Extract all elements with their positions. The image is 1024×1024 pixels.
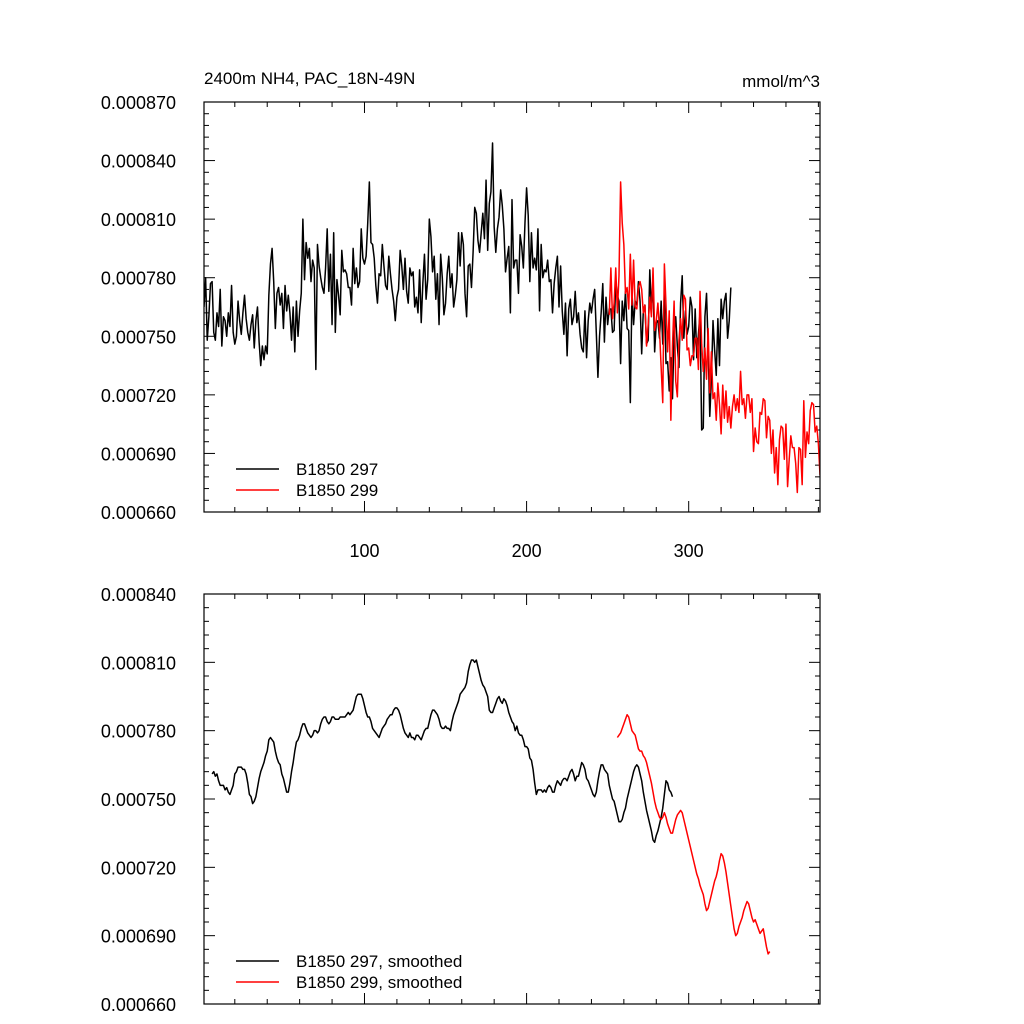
panel-bottom-smoothed: 0.000660 0.000690 0.000720 0.000750 0.000780… bbox=[101, 585, 821, 1015]
y-tick-label: 0.000780 bbox=[101, 722, 176, 742]
legend: B1850 297 B1850 299 bbox=[236, 460, 378, 500]
panel-top-raw: 2400m NH4, PAC_18N-49N mmol/m^3 0.000660… bbox=[101, 69, 821, 561]
y-tick-label: 0.000840 bbox=[101, 152, 176, 172]
plot-area bbox=[211, 659, 771, 955]
legend-label: B1850 297, smoothed bbox=[296, 952, 462, 971]
y-tick-label: 0.000810 bbox=[101, 653, 176, 673]
legend-label: B1850 299, smoothed bbox=[296, 973, 462, 992]
y-tick-label: 0.000750 bbox=[101, 790, 176, 810]
chart-title: 2400m NH4, PAC_18N-49N bbox=[204, 69, 415, 88]
y-tick-label: 0.000690 bbox=[101, 927, 176, 947]
y-tick-label: 0.000810 bbox=[101, 210, 176, 230]
plot-frame bbox=[203, 101, 821, 513]
x-tick-label: 300 bbox=[674, 541, 704, 561]
y-tick-label: 0.000840 bbox=[101, 585, 176, 605]
x-tick-label: 100 bbox=[349, 541, 379, 561]
legend-label: B1850 297 bbox=[296, 460, 378, 479]
y-tick-label: 0.000660 bbox=[101, 995, 176, 1015]
chart-units: mmol/m^3 bbox=[742, 72, 820, 91]
series-line-red bbox=[608, 181, 820, 494]
plot-frame bbox=[203, 593, 821, 1005]
legend: B1850 297, smoothed B1850 299, smoothed bbox=[236, 952, 462, 992]
series-line-black bbox=[211, 659, 674, 844]
x-tick-label: 200 bbox=[512, 541, 542, 561]
legend-label: B1850 299 bbox=[296, 481, 378, 500]
plot-area bbox=[204, 142, 820, 494]
series-line-red bbox=[616, 713, 771, 955]
y-tick-label: 0.000660 bbox=[101, 503, 176, 523]
y-tick-label: 0.000720 bbox=[101, 858, 176, 878]
y-tick-label: 0.000690 bbox=[101, 444, 176, 464]
y-tick-label: 0.000720 bbox=[101, 386, 176, 406]
y-tick-label: 0.000780 bbox=[101, 269, 176, 289]
y-tick-label: 0.000750 bbox=[101, 327, 176, 347]
series-line-black bbox=[204, 142, 732, 431]
y-tick-label: 0.000870 bbox=[101, 93, 176, 113]
